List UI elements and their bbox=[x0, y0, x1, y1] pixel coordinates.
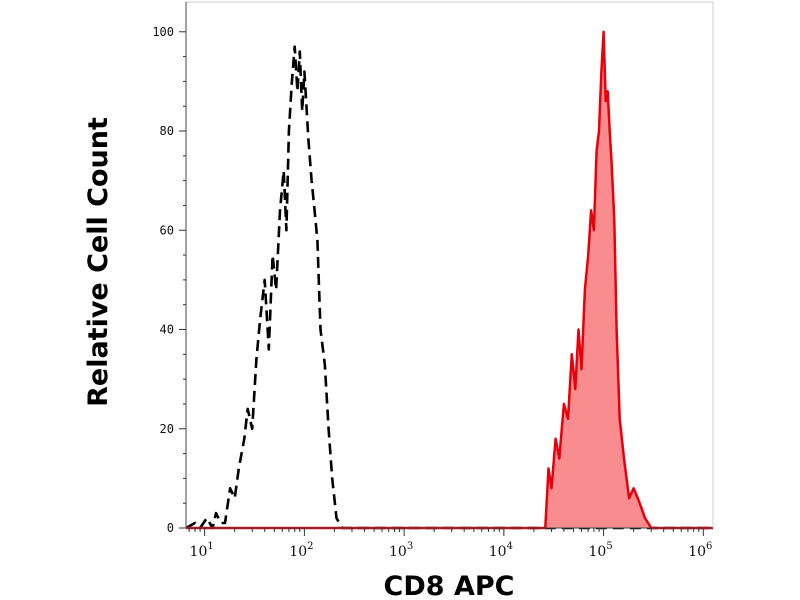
y-tick-label: 80 bbox=[160, 124, 174, 138]
x-axis-title: CD8 APC bbox=[384, 571, 515, 600]
y-axis: 0 20 40 60 80 100 bbox=[152, 2, 187, 535]
x-tick-label: 105 bbox=[588, 541, 612, 560]
control-histogram-line bbox=[185, 45, 713, 530]
y-tick-label: 20 bbox=[160, 422, 174, 436]
x-axis: 101 102 103 104 105 106 bbox=[186, 527, 713, 560]
y-tick-label: 0 bbox=[167, 521, 174, 535]
y-tick-label: 100 bbox=[152, 25, 174, 39]
y-axis-title: Relative Cell Count bbox=[83, 117, 114, 407]
stained-histogram-line bbox=[186, 30, 713, 530]
stained-histogram-fill bbox=[186, 31, 713, 529]
x-tick-label: 104 bbox=[489, 541, 513, 560]
plot-area: 101 102 103 104 105 106 0 20 40 60 80 100 bbox=[152, 1, 714, 560]
x-tick-label: 101 bbox=[190, 541, 214, 560]
y-tick-label: 40 bbox=[160, 323, 174, 337]
x-tick-label: 106 bbox=[688, 541, 712, 560]
x-tick-label: 103 bbox=[389, 541, 413, 560]
x-tick-label: 102 bbox=[289, 541, 313, 560]
series-layer bbox=[185, 30, 713, 530]
y-tick-label: 60 bbox=[160, 223, 174, 237]
